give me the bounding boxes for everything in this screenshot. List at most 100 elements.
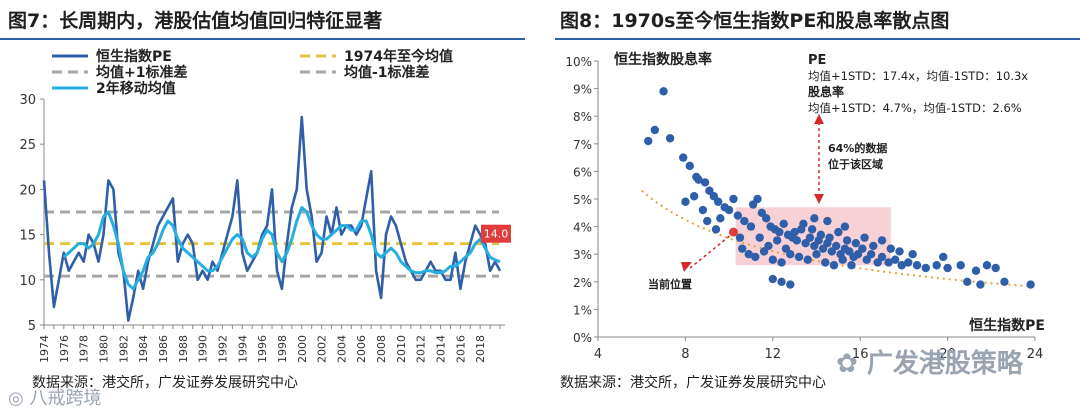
left-legend-label: 2年移动均值	[96, 80, 176, 97]
right-scatter-point	[711, 225, 721, 234]
right-scatter-point	[751, 252, 760, 262]
right-scatter-point	[807, 225, 817, 234]
right-scatter-point	[786, 250, 795, 259]
left-x-tick-label: 1982	[117, 335, 130, 363]
right-scatter-point	[884, 258, 893, 267]
right-scatter-point	[713, 197, 723, 206]
right-y-tick-label: 2%	[573, 276, 592, 290]
right-y-tick-label: 8%	[573, 110, 592, 124]
left-x-tick-label: 2012	[415, 335, 428, 363]
left-x-tick-label: 2016	[454, 335, 467, 363]
left-title-rule	[0, 38, 525, 40]
left-x-tick-label: 2002	[316, 335, 329, 363]
right-band-arrow-head-bottom	[814, 194, 824, 204]
right-scatter-point	[681, 197, 690, 206]
right-scatter-point	[777, 277, 786, 286]
right-scatter-point	[963, 277, 972, 286]
left-x-tick-label: 1976	[58, 335, 71, 363]
right-scatter-point	[759, 247, 769, 256]
left-legend-label: 1974年至今均值	[344, 48, 453, 65]
right-scatter-point	[762, 214, 771, 223]
right-scatter-point	[644, 136, 653, 146]
right-scatter-point	[650, 125, 660, 135]
right-scatter-point	[877, 252, 887, 262]
right-scatter-point	[792, 236, 802, 245]
right-y-tick-label: 3%	[573, 248, 592, 262]
right-x-tick-label: 12	[765, 347, 782, 362]
right-x-tick-label: 24	[1027, 347, 1044, 362]
right-y-tick-label: 9%	[573, 83, 592, 97]
right-scatter-point	[700, 178, 710, 187]
right-scatter-point	[685, 161, 694, 171]
right-scatter-point	[939, 252, 948, 262]
left-x-tick-label: 1988	[177, 335, 190, 363]
right-scatter-point	[829, 261, 839, 270]
left-current-label: 14.0	[484, 228, 509, 241]
right-scatter-point	[976, 280, 985, 289]
right-scatter-point	[877, 236, 887, 245]
left-x-tick-label: 1996	[256, 335, 269, 363]
right-scatter-point	[912, 261, 922, 270]
right-x-tick-label: 8	[681, 347, 689, 362]
left-x-tick-label: 2004	[335, 335, 348, 363]
left-x-tick-label: 1990	[197, 335, 210, 363]
right-scatter-point	[908, 250, 917, 259]
right-scatter-point	[799, 219, 808, 229]
left-y-tick-label: 15	[19, 229, 36, 244]
right-scatter-point	[842, 236, 852, 245]
right-scatter-point	[779, 219, 788, 229]
right-current-note: 当前位置	[648, 277, 692, 291]
right-scatter-point	[847, 261, 856, 270]
right-annotation-dy-header: 股息率	[808, 84, 844, 99]
right-y-tick-label: 4%	[573, 221, 592, 235]
right-scatter-point	[921, 263, 930, 273]
left-y-tick-label: 30	[19, 93, 36, 108]
left-x-tick-label: 2014	[435, 335, 448, 363]
right-scatter-point	[851, 238, 861, 248]
right-scatter-point	[805, 233, 815, 242]
right-scatter-point	[834, 227, 843, 237]
right-scatter-point	[775, 227, 784, 237]
right-source-note: 数据来源：港交所，广发证券发展研究中心	[560, 375, 826, 391]
left-source-note: 数据来源：港交所，广发证券发展研究中心	[32, 375, 298, 391]
right-scatter-point	[904, 258, 913, 267]
left-series-line	[62, 206, 501, 291]
right-scatter-point	[971, 266, 981, 275]
right-scatter-point	[890, 255, 900, 264]
right-scatter-point	[679, 153, 688, 162]
right-scatter-point	[777, 258, 786, 267]
left-legend-label: 恒生指数PE	[96, 48, 172, 65]
left-x-tick-label: 2010	[395, 335, 408, 363]
right-scatter-point	[794, 252, 804, 262]
right-scatter-point	[790, 227, 799, 237]
right-scatter-point	[812, 250, 821, 259]
right-scatter-point	[831, 241, 841, 251]
right-x-tick-label: 16	[852, 347, 869, 362]
right-scatter-point	[991, 263, 1000, 273]
left-x-tick-label: 1986	[157, 335, 170, 363]
right-scatter-point	[733, 211, 743, 220]
right-scatter-point	[823, 216, 832, 226]
right-scatter-point	[886, 244, 895, 253]
left-legend-label: 均值+1标准差	[96, 64, 187, 81]
right-annotation-dy-text: 均值+1STD：4.7%，均值-1STD：2.6%	[808, 101, 1022, 115]
right-scatter-point	[768, 255, 777, 264]
right-annotation-pe-text: 均值+1STD：17.4x，均值-1STD：10.3x	[808, 69, 1028, 83]
left-x-tick-label: 1974	[38, 335, 51, 363]
right-scatter-point	[703, 216, 712, 226]
left-x-tick-label: 2008	[375, 335, 388, 363]
right-scatter-point	[803, 255, 812, 264]
right-scatter-point	[943, 263, 952, 273]
left-y-tick-label: 20	[19, 183, 36, 198]
right-y-tick-label: 1%	[573, 303, 592, 317]
left-current-label-box	[481, 224, 511, 243]
right-scatter-point	[753, 194, 762, 204]
right-scatter-point	[858, 244, 867, 253]
right-band-arrow-head-top	[814, 114, 824, 124]
right-chart-title: 图8：1970s至今恒生指数PE和股息率散点图	[560, 10, 950, 32]
left-line-chart: 5 10 15 20 25 30 1974 1976 1978 1980 1982 1984 1986 1…	[19, 48, 511, 363]
watermark-left-icon: ◎	[8, 388, 24, 409]
right-scatter-point	[698, 205, 708, 215]
left-x-tick-label: 1994	[236, 335, 249, 363]
watermark-left-text: 八戒跨境	[29, 388, 102, 409]
